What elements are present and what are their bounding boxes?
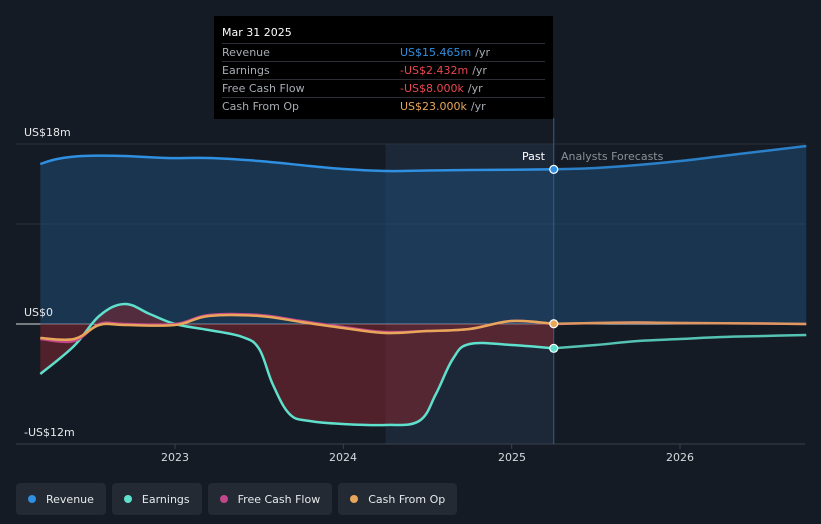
legend-label: Free Cash Flow bbox=[237, 492, 321, 506]
tooltip-row-earnings: Earnings -US$2.432m /yr bbox=[222, 62, 545, 80]
legend-cash-from-op[interactable]: Cash From Op bbox=[338, 483, 458, 515]
tooltip-label: Cash From Op bbox=[222, 100, 300, 113]
cash-from-op-line bbox=[40, 313, 554, 342]
free-cash-flow-dot-icon bbox=[219, 495, 228, 503]
earnings-marker bbox=[549, 343, 559, 353]
earnings-area bbox=[40, 303, 554, 426]
data-tooltip: Mar 31 2025 Revenue US$15.465m /yr Earni… bbox=[214, 16, 553, 119]
legend-label: Earnings bbox=[141, 492, 190, 506]
y-label-top: US$18m bbox=[24, 126, 71, 139]
tooltip-unit: /yr bbox=[472, 64, 487, 77]
tooltip-value: US$23.000k bbox=[400, 100, 467, 113]
legend-free-cash-flow[interactable]: Free Cash Flow bbox=[207, 483, 333, 515]
y-label-zero: US$0 bbox=[24, 306, 54, 319]
x-tick-2023: 2023 bbox=[161, 451, 189, 464]
chart-legend: Revenue Earnings Free Cash Flow Cash Fro… bbox=[16, 483, 458, 515]
cash-from-op-marker bbox=[549, 319, 559, 329]
past-label: Past bbox=[522, 150, 545, 163]
tooltip-row-free-cash-flow: Free Cash Flow -US$8.000k /yr bbox=[222, 80, 545, 98]
tooltip-unit: /yr bbox=[475, 46, 490, 59]
revenue-line bbox=[39, 154, 554, 173]
revenue-marker bbox=[549, 164, 559, 174]
tooltip-unit: /yr bbox=[470, 100, 486, 113]
tooltip-label: Free Cash Flow bbox=[222, 82, 305, 95]
earnings-forecast-line bbox=[553, 333, 807, 350]
tooltip-value: -US$8.000k bbox=[400, 82, 464, 95]
tooltip-label: Earnings bbox=[222, 64, 270, 77]
tooltip-row-cash-from-op: Cash From Op US$23.000k /yr bbox=[222, 98, 545, 115]
tooltip-row-revenue: Revenue US$15.465m /yr bbox=[222, 44, 545, 62]
revenue-area bbox=[40, 146, 807, 324]
earnings-line bbox=[39, 302, 554, 427]
revenue-dot-icon bbox=[28, 495, 36, 503]
earnings-dot-icon bbox=[123, 495, 132, 503]
revenue-forecast-line bbox=[553, 144, 807, 171]
tooltip-date: Mar 31 2025 bbox=[222, 24, 545, 44]
cash-from-op-dot-icon bbox=[350, 495, 359, 503]
x-tick-2024: 2024 bbox=[329, 451, 357, 464]
forecast-label: Analysts Forecasts bbox=[561, 150, 664, 163]
tooltip-value: US$15.465m bbox=[400, 46, 472, 59]
tooltip-value: -US$2.432m bbox=[400, 64, 469, 77]
legend-label: Cash From Op bbox=[368, 492, 446, 506]
cash-from-op-forecast-line bbox=[553, 321, 807, 326]
legend-label: Revenue bbox=[46, 492, 94, 506]
tooltip-label: Revenue bbox=[222, 46, 270, 59]
x-tick-2025: 2025 bbox=[498, 451, 526, 464]
y-label-bottom: -US$12m bbox=[24, 426, 75, 439]
legend-earnings[interactable]: Earnings bbox=[111, 483, 202, 515]
tooltip-unit: /yr bbox=[467, 82, 483, 95]
x-tick-2026: 2026 bbox=[666, 451, 694, 464]
legend-revenue[interactable]: Revenue bbox=[16, 483, 106, 515]
